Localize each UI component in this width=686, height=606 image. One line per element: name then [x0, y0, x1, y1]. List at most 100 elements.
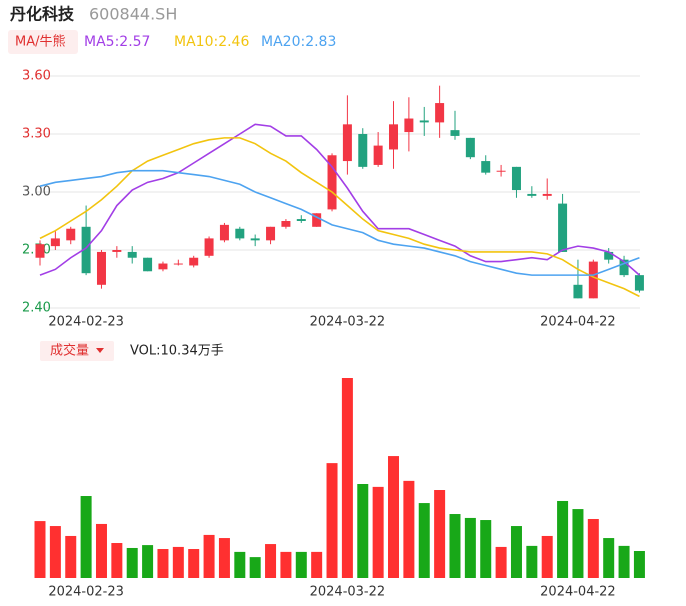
- volume-bar: [295, 551, 307, 578]
- candle-body: [619, 259, 629, 276]
- volume-selector[interactable]: [40, 341, 114, 361]
- volume-bar: [65, 535, 77, 578]
- candle-body: [373, 145, 383, 165]
- candle-body: [281, 221, 291, 227]
- volume-bar: [541, 535, 553, 578]
- legend-entry: MA5:2.57: [84, 34, 150, 50]
- volume-bar: [372, 486, 384, 578]
- volume-bar: [603, 538, 615, 578]
- candle-body: [235, 228, 245, 239]
- candle-body: [404, 118, 414, 133]
- volume-bar: [95, 523, 107, 578]
- candle-body: [342, 124, 352, 162]
- candle-body: [219, 224, 229, 241]
- candle-body: [573, 284, 583, 299]
- ma-line: [39, 123, 640, 276]
- title: 丹化科技: [10, 5, 75, 24]
- volume-bar: [249, 557, 261, 578]
- x-tick-label: 2024-02-23: [48, 585, 124, 600]
- volume-bar: [357, 484, 369, 578]
- candle-body: [450, 130, 460, 136]
- candle-body: [250, 238, 260, 241]
- volume-bar: [572, 509, 584, 578]
- candle-body: [588, 261, 598, 299]
- volume-bar: [126, 547, 138, 578]
- volume-bar: [234, 551, 246, 578]
- candle-body: [50, 238, 60, 247]
- candle-body: [419, 120, 429, 123]
- volume-bar: [218, 538, 230, 578]
- y-tick-label: 3.30: [22, 127, 51, 142]
- candle-body: [327, 155, 337, 210]
- y-tick-label: 3.00: [22, 185, 51, 200]
- y-tick-label: 2.40: [22, 301, 51, 316]
- volume-selector-label[interactable]: 成交量: [50, 343, 89, 359]
- candle-body: [81, 226, 91, 274]
- candle-body: [465, 137, 475, 158]
- x-tick-label: 2024-02-23: [48, 315, 124, 330]
- volume-bar: [618, 545, 630, 578]
- x-tick-label: 2024-04-22: [540, 315, 616, 330]
- dropdown-arrow[interactable]: [96, 348, 104, 353]
- candle-body: [189, 257, 199, 266]
- volume-bar: [49, 526, 61, 578]
- indicator-box[interactable]: [8, 30, 78, 54]
- legend-entry: MA10:2.46: [174, 34, 249, 50]
- candle-body: [527, 193, 537, 196]
- volume-bar: [80, 496, 92, 578]
- volume-bar: [633, 551, 645, 578]
- candle-body: [158, 263, 168, 270]
- volume-bar: [587, 518, 599, 578]
- candle-body: [496, 170, 506, 172]
- volume-bar: [157, 549, 169, 578]
- volume-bar: [388, 456, 400, 578]
- volume-bar: [280, 551, 292, 578]
- volume-bar: [34, 521, 46, 578]
- volume-bar: [495, 546, 507, 578]
- candle-body: [296, 219, 306, 221]
- x-tick-label: 2024-03-22: [310, 585, 386, 600]
- volume-bar: [142, 545, 154, 578]
- candle-body: [127, 251, 137, 258]
- y-tick-label: 3.60: [22, 69, 51, 84]
- candle-body: [604, 251, 614, 260]
- volume-bar: [510, 526, 522, 578]
- volume-bar: [311, 551, 323, 578]
- candle-body: [358, 134, 368, 167]
- candle-body: [35, 244, 45, 258]
- volume-bar: [557, 500, 569, 578]
- volume-bar: [418, 503, 430, 578]
- candle-body: [542, 193, 552, 196]
- candle-body: [266, 226, 276, 241]
- volume-bar: [480, 520, 492, 578]
- candle-body: [173, 263, 183, 265]
- subtitle: 600844.SH: [89, 5, 177, 24]
- indicator-label[interactable]: MA/牛熊: [15, 34, 66, 50]
- candle-body: [143, 257, 153, 272]
- volume-bar: [188, 549, 200, 578]
- candle-body: [511, 166, 521, 191]
- ma-line: [39, 137, 640, 298]
- volume-label: VOL:10.34万手: [130, 344, 224, 359]
- candle-body: [435, 103, 445, 123]
- volume-bar: [265, 544, 277, 578]
- candle-body: [481, 161, 491, 173]
- candle-body: [634, 275, 644, 291]
- volume-bar: [172, 546, 184, 578]
- candle-body: [204, 238, 214, 256]
- x-tick-label: 2024-04-22: [540, 585, 616, 600]
- candle-body: [66, 228, 76, 241]
- candle-body: [389, 124, 399, 150]
- candle-body: [312, 213, 322, 227]
- volume-bar: [449, 514, 461, 578]
- candle-body: [558, 203, 568, 252]
- volume-bar: [434, 490, 446, 578]
- ma-line: [39, 169, 640, 276]
- candle-body: [112, 250, 122, 252]
- candle-body: [96, 251, 106, 285]
- volume-bar: [203, 534, 215, 578]
- volume-bar: [403, 480, 415, 578]
- volume-bar: [464, 517, 476, 578]
- legend-entry: MA20:2.83: [261, 34, 336, 50]
